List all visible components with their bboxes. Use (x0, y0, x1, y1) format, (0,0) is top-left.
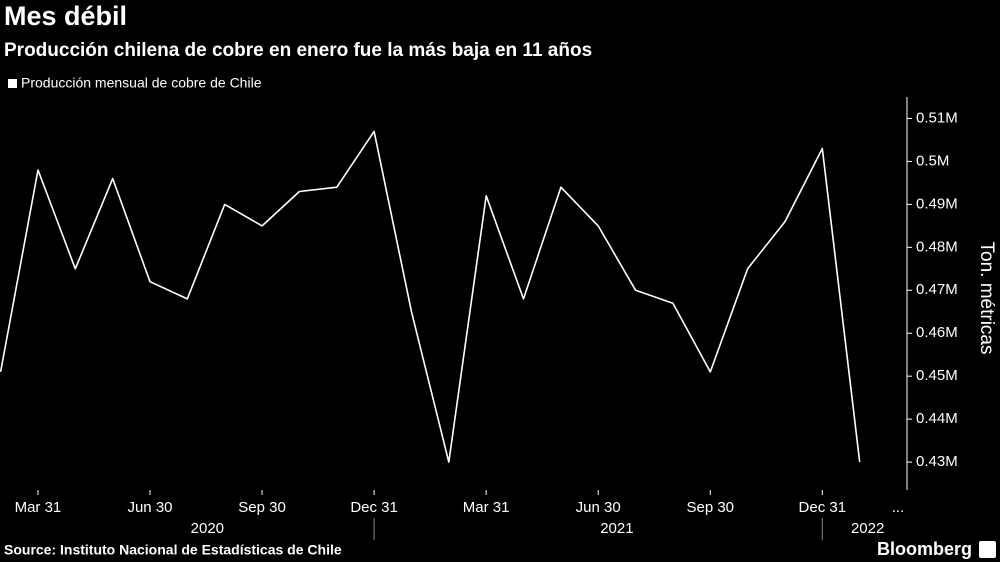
x-tick-label: Sep 30 (686, 499, 734, 516)
y-tick-label: 0.48M (916, 238, 958, 255)
x-tick-label: ... (892, 499, 905, 516)
chart-subtitle: Producción chilena de cobre en enero fue… (4, 40, 592, 61)
y-tick-label: 0.51M (916, 109, 958, 126)
x-tick-label: Jun 30 (127, 499, 172, 516)
y-tick-label: 0.49M (916, 195, 958, 212)
y-axis-label: Ton. métricas (976, 242, 997, 355)
y-tick-label: 0.47M (916, 281, 958, 298)
y-tick-label: 0.45M (916, 367, 958, 384)
brand-icon (979, 541, 996, 558)
legend-label: Producción mensual de cobre de Chile (21, 75, 262, 91)
x-tick-label: Sep 30 (238, 499, 286, 516)
legend-swatch (8, 79, 17, 88)
brand: Bloomberg (877, 539, 972, 559)
year-label: 2022 (851, 520, 884, 537)
x-tick-label: Dec 31 (350, 499, 398, 516)
y-tick-label: 0.44M (916, 410, 958, 427)
x-tick-label: Dec 31 (799, 499, 847, 516)
x-tick-label: Jun 30 (576, 499, 621, 516)
y-tick-label: 0.5M (916, 152, 949, 169)
x-tick-label: Mar 31 (463, 499, 510, 516)
year-label: 2021 (600, 520, 633, 537)
y-tick-label: 0.46M (916, 324, 958, 341)
x-tick-label: Mar 31 (15, 499, 62, 516)
y-tick-label: 0.43M (916, 453, 958, 470)
data-line (0, 130, 861, 463)
source: Source: Instituto Nacional de Estadístic… (4, 542, 342, 558)
year-label: 2020 (191, 520, 224, 537)
chart-title: Mes débil (4, 1, 127, 31)
